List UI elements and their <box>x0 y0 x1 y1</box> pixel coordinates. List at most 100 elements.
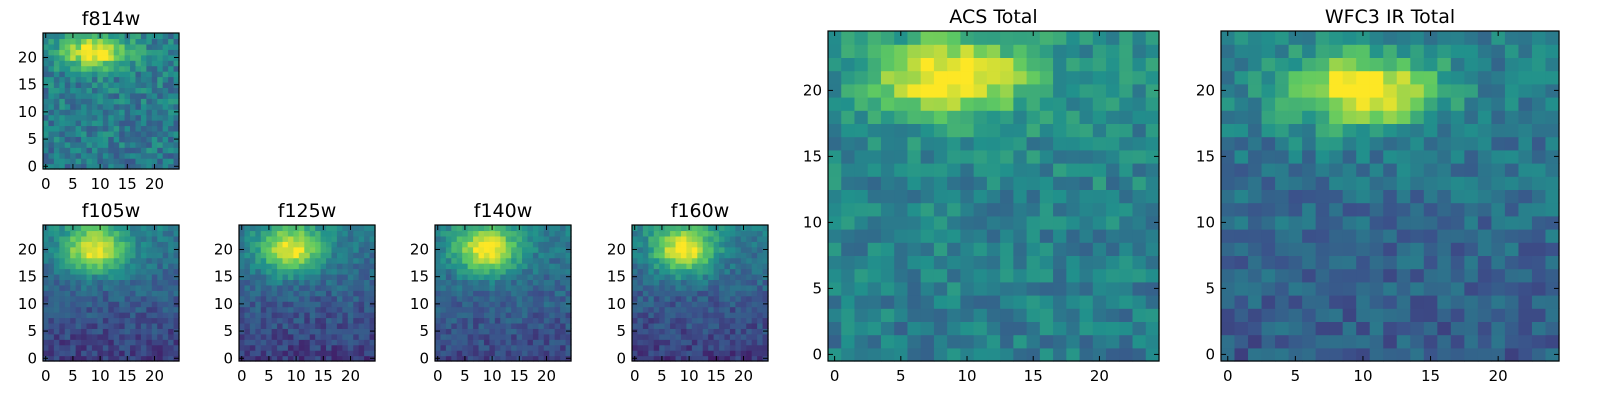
heatmap-cell <box>86 241 93 248</box>
heatmap-cell <box>1545 163 1560 177</box>
heatmap-cell <box>53 163 60 170</box>
heatmap-cell <box>320 279 327 286</box>
heatmap-cell <box>75 163 82 170</box>
heatmap-cell <box>48 92 55 99</box>
heatmap-cell <box>960 334 975 349</box>
heatmap-cell <box>1491 308 1506 322</box>
heatmap-cell <box>1119 334 1134 349</box>
heatmap-cell <box>554 317 561 324</box>
heatmap-cell <box>162 268 169 275</box>
heatmap-cell <box>960 255 975 270</box>
heatmap-cell <box>664 301 671 308</box>
heatmap-cell <box>1079 31 1094 45</box>
heatmap-cell <box>43 125 50 132</box>
heatmap-cell <box>920 321 935 336</box>
heatmap-cell <box>894 321 909 336</box>
heatmap-cell <box>173 152 180 159</box>
heatmap-cell <box>124 230 131 237</box>
heatmap-cell <box>708 279 715 286</box>
heatmap-cell <box>1369 229 1384 243</box>
heatmap-cell <box>653 257 660 264</box>
heatmap-cell <box>135 225 142 232</box>
heatmap-cell <box>565 257 572 264</box>
heatmap-cell <box>108 152 115 159</box>
heatmap-cell <box>315 333 322 340</box>
heatmap-cell <box>1315 70 1330 85</box>
heatmap-cell <box>1119 215 1134 230</box>
heatmap-cell <box>53 279 60 286</box>
heatmap-cell <box>140 87 147 94</box>
heatmap-cell <box>1477 242 1492 256</box>
heatmap-cell <box>1437 308 1452 322</box>
heatmap-cell <box>48 43 55 50</box>
heatmap-cell <box>1423 229 1438 243</box>
heatmap-cell <box>757 263 764 270</box>
heatmap-cell <box>1013 308 1028 322</box>
heatmap-cell <box>664 235 671 242</box>
heatmap-cell <box>173 333 180 340</box>
heatmap-cell <box>1396 255 1411 270</box>
heatmap-cell <box>271 344 278 351</box>
heatmap-cell <box>1013 295 1028 309</box>
heatmap-cell <box>1145 308 1160 322</box>
heatmap-cell <box>489 322 496 329</box>
heatmap-cell <box>702 241 709 248</box>
heatmap-cell <box>1315 295 1330 309</box>
heatmap-cell <box>277 284 284 291</box>
heatmap-cell <box>686 312 693 319</box>
heatmap-cell <box>157 33 164 40</box>
heatmap-cell <box>358 306 365 313</box>
heatmap-cell <box>266 252 273 259</box>
heatmap-cell <box>1288 295 1303 309</box>
heatmap-cell <box>664 295 671 302</box>
heatmap-cell <box>1106 83 1120 98</box>
heatmap-cell <box>81 257 88 264</box>
heatmap-cell <box>435 279 442 286</box>
heatmap-cell <box>64 152 71 159</box>
heatmap-cell <box>260 344 267 351</box>
heatmap-cell <box>664 317 671 324</box>
heatmap-cell <box>260 263 267 270</box>
heatmap-cell <box>86 38 93 45</box>
heatmap-cell <box>140 290 147 297</box>
heatmap-cell <box>86 301 93 308</box>
heatmap-cell <box>124 76 131 83</box>
heatmap-cell <box>538 284 545 291</box>
heatmap-cell <box>1518 176 1533 190</box>
heatmap-cell <box>691 317 698 324</box>
x-tick-label: 5 <box>896 367 906 385</box>
axes-frame <box>238 224 376 362</box>
heatmap-cell <box>1342 295 1357 309</box>
heatmap-cell <box>920 242 935 256</box>
heatmap-cell <box>1261 110 1276 124</box>
heatmap-cell <box>986 176 1001 190</box>
heatmap-cell <box>91 60 98 67</box>
heatmap-cell <box>1026 334 1041 349</box>
heatmap-cell <box>1000 31 1014 45</box>
heatmap-cell <box>489 263 496 270</box>
heatmap-cell <box>467 322 474 329</box>
heatmap-cell <box>369 317 376 324</box>
heatmap-cell <box>1079 215 1094 230</box>
heatmap-cell <box>282 312 289 319</box>
heatmap-cell <box>1423 163 1438 177</box>
heatmap-cell <box>1132 136 1147 151</box>
heatmap-cell <box>907 308 922 322</box>
heatmap-cell <box>102 246 109 253</box>
heatmap-cell <box>113 273 120 280</box>
heatmap-cell <box>48 60 55 67</box>
heatmap-cell <box>326 284 333 291</box>
heatmap-cell <box>880 163 895 177</box>
heatmap-cell <box>440 279 447 286</box>
heatmap-cell <box>81 284 88 291</box>
heatmap-cell <box>554 333 561 340</box>
heatmap-cell <box>249 279 256 286</box>
heatmap-cell <box>64 103 71 110</box>
heatmap-cell <box>347 328 354 335</box>
heatmap-cell <box>1329 70 1344 85</box>
heatmap-cell <box>157 230 164 237</box>
heatmap-cell <box>146 246 153 253</box>
heatmap-cell <box>1053 215 1067 230</box>
heatmap-cell <box>91 268 98 275</box>
heatmap-cell <box>173 257 180 264</box>
